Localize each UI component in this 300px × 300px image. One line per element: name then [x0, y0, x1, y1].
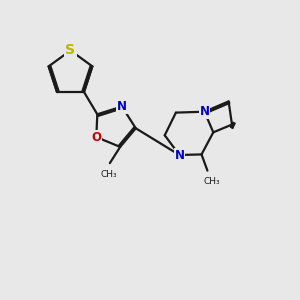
Text: N: N [117, 100, 127, 113]
Text: N: N [174, 148, 184, 161]
Text: CH₃: CH₃ [100, 169, 117, 178]
Text: CH₃: CH₃ [203, 176, 220, 185]
Text: N: N [200, 105, 209, 118]
Text: S: S [65, 44, 76, 58]
Text: S: S [66, 44, 75, 57]
Text: N: N [200, 105, 209, 118]
Text: N: N [117, 100, 127, 113]
Text: N: N [174, 148, 184, 161]
Text: O: O [91, 130, 101, 143]
Text: O: O [91, 130, 101, 143]
